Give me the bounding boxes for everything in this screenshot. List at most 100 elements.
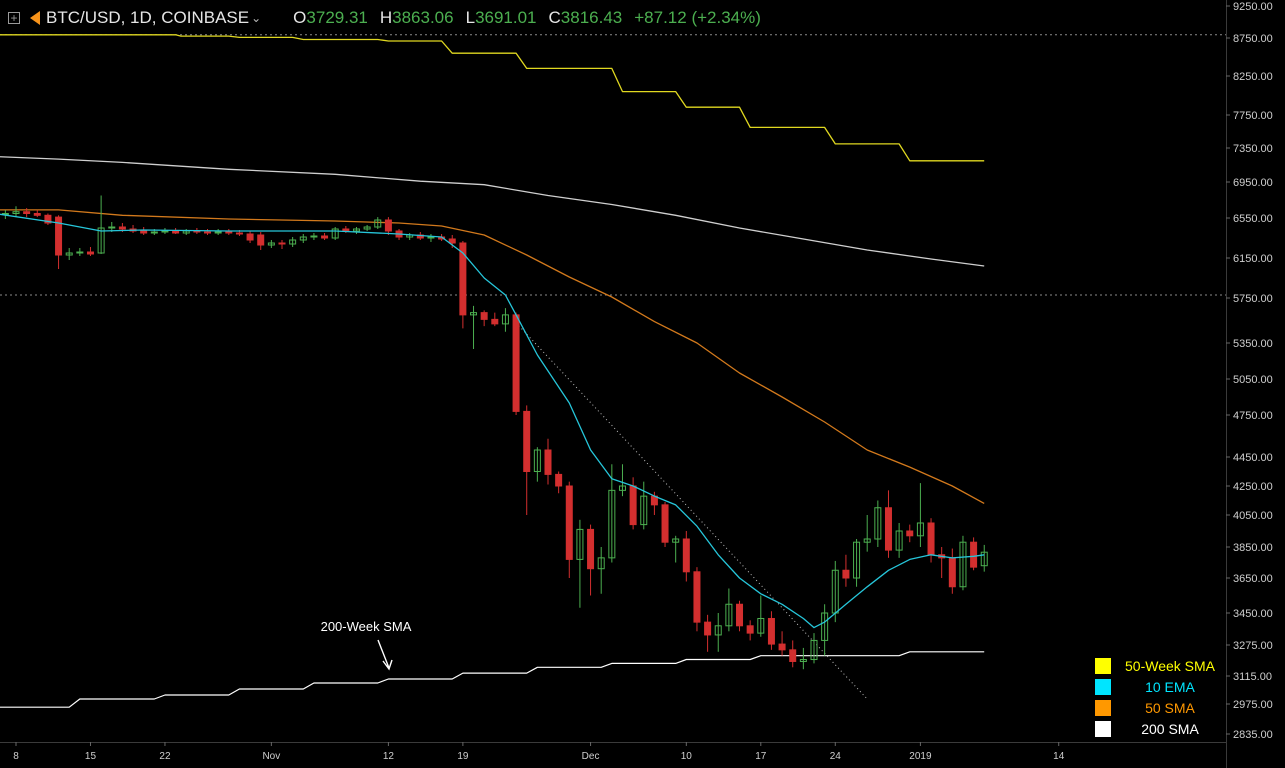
symbol-label[interactable]: BTC/USD, 1D, COINBASE [46,8,250,27]
symbol-header: + BTC/USD, 1D, COINBASE ⌄ O 3729.31 H 3863… [8,6,773,30]
price-tick-label: 4750.00 [1233,410,1273,422]
series-line-50-week-sma [0,34,985,162]
candle-body [374,219,382,228]
candle-body [810,639,818,661]
candle-body [682,538,690,573]
legend-swatch [1095,657,1111,674]
candle-body [235,232,243,235]
candle-body [321,235,329,239]
price-tick-label: 4050.00 [1233,510,1273,522]
candle-body [352,228,360,232]
candle-body [767,617,775,645]
time-tick-label: Dec [582,751,600,762]
low-value: 3691.01 [475,8,537,27]
candle-body [523,410,531,472]
candle-body [23,211,31,214]
price-tick-label: 3275.00 [1233,640,1273,652]
candle-body [118,226,126,230]
price-tick-label: 5750.00 [1233,293,1273,305]
annotation-label: 200-Week SMA [321,619,412,634]
price-tick-label: 6150.00 [1233,253,1273,265]
candle-body [150,231,158,234]
candle-body [672,538,680,543]
candle-body [597,557,605,570]
candle-body [172,230,180,234]
candle-body [246,233,254,241]
price-tick-label: 6550.00 [1233,213,1273,225]
candle-body [86,251,94,255]
price-tick-label: 7750.00 [1233,110,1273,122]
candle-body [289,239,297,245]
candle-body [108,226,116,229]
price-tick-label: 4450.00 [1233,452,1273,464]
candle-body [948,557,956,588]
legend-item-50-sma[interactable]: 50 SMA [1095,697,1225,718]
candle-body [363,226,371,230]
candle-body [448,238,456,244]
candle-body [225,231,233,234]
low-label: L [465,8,476,27]
candle-body [331,228,339,239]
time-tick-label: 8 [13,751,19,762]
price-tick-label: 8750.00 [1233,33,1273,45]
close-value: 3816.43 [560,8,623,27]
candle-body [555,473,563,487]
legend-label: 200 SMA [1141,720,1199,737]
legend-swatch [1095,678,1111,695]
legend-label: 10 EMA [1145,678,1195,695]
price-tick-label: 5350.00 [1233,338,1273,350]
candle-body [629,485,637,526]
series-line-200-week-sma [0,651,985,708]
candle-body [161,230,169,233]
legend-item-50-week-sma[interactable]: 50-Week SMA [1095,655,1225,676]
time-tick-label: 15 [85,751,97,762]
price-tick-label: 3850.00 [1233,542,1273,554]
candle-body [310,235,318,238]
candle-body [980,551,988,567]
candle-body [778,643,786,651]
candle-body [565,485,573,560]
candle-body [736,603,744,627]
close-label: C [548,8,561,27]
legend-item-200-sma[interactable]: 200 SMA [1095,718,1225,739]
series-line-50-sma [0,209,985,504]
expand-icon[interactable]: + [8,12,20,24]
candle-body [140,230,148,234]
legend-item-10-ema[interactable]: 10 EMA [1095,676,1225,697]
legend-label: 50-Week SMA [1125,657,1215,674]
candle-body [906,530,914,537]
candle-body [480,312,488,320]
candle-body [874,507,882,540]
price-tick-label: 4250.00 [1233,481,1273,493]
price-tick-label: 3450.00 [1233,608,1273,620]
annotation-arrow-icon [377,639,393,671]
candle-body [757,617,765,634]
candle-body [267,242,275,246]
candle-body [97,227,105,254]
legend-label: 50 SMA [1145,699,1195,716]
candle-body [278,242,286,245]
candle-body [204,231,212,234]
chevron-down-icon[interactable]: ⌄ [251,11,262,25]
change-value: +87.12 (+2.34%) [634,8,761,27]
legend-swatch [1095,720,1111,737]
open-value: 3729.31 [306,8,368,27]
candle-body [927,522,935,556]
candle-body [491,318,499,325]
candle-body [884,507,892,551]
time-tick-label: Nov [262,751,280,762]
price-tick-label: 5050.00 [1233,374,1273,386]
candle-body [533,449,541,472]
price-tick-label: 2975.00 [1233,699,1273,711]
candle-body [501,314,509,325]
bitcoin-flag-icon [30,11,40,25]
candle-body [746,625,754,634]
legend-swatch [1095,699,1111,716]
candle-body [640,495,648,526]
price-tick-label: 3115.00 [1233,671,1272,683]
candle-body [863,538,871,543]
time-tick-label: 22 [159,751,171,762]
candle-body [693,571,701,623]
candle-body [799,659,807,662]
